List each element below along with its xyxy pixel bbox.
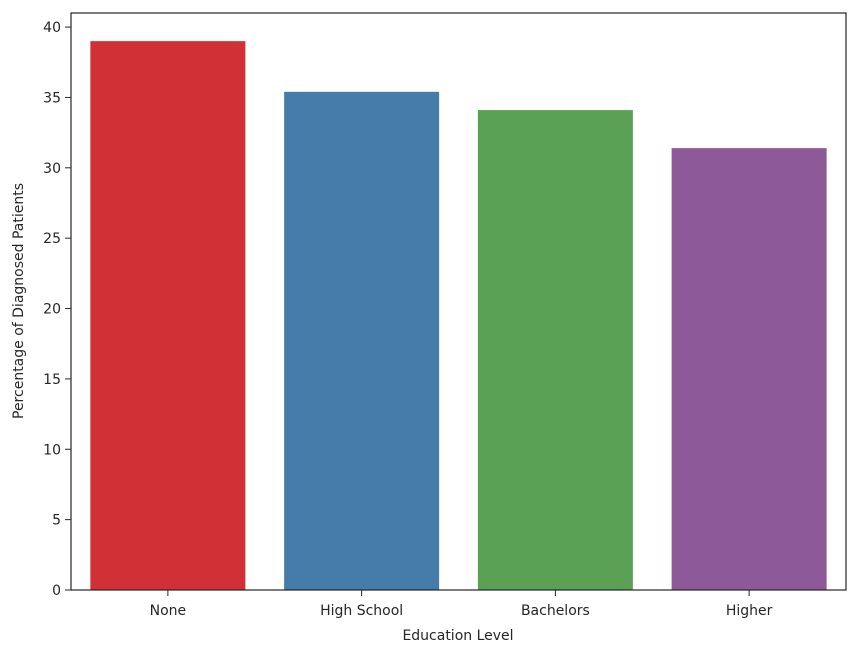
bars-group [90, 41, 827, 591]
y-tick-label: 35 [43, 90, 61, 106]
bar-higher [671, 148, 827, 591]
x-tick-label: Bachelors [521, 603, 590, 619]
y-tick-label: 10 [43, 442, 61, 458]
y-tick-label: 30 [43, 161, 61, 177]
bar-high-school [284, 91, 440, 590]
y-tick-label: 20 [43, 302, 61, 318]
x-tick-label: High School [320, 603, 403, 619]
x-axis-ticks: None High School Bachelors Higher [150, 590, 773, 619]
y-tick-label: 0 [52, 583, 61, 599]
y-tick-label: 40 [43, 20, 61, 36]
y-axis-label: Percentage of Diagnosed Patients [11, 183, 27, 419]
y-tick-label: 5 [52, 513, 61, 529]
x-tick-label: None [150, 603, 187, 619]
plot-frame [70, 12, 847, 591]
bar-none [90, 41, 246, 590]
bar-bachelors [477, 110, 633, 590]
x-axis-label: Education Level [402, 628, 513, 644]
y-tick-label: 15 [43, 372, 61, 388]
y-axis-ticks: 0 5 10 15 20 25 30 35 40 [43, 20, 71, 599]
y-tick-label: 25 [43, 231, 61, 247]
x-tick-label: Higher [726, 603, 773, 619]
